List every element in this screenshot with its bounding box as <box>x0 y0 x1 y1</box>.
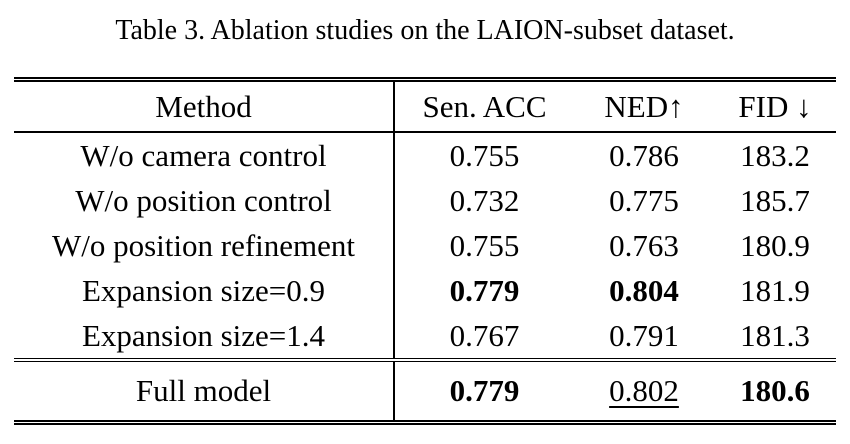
ablation-results-table: Method Sen. ACC NED↑ FID ↓ W/o camera co… <box>14 82 836 420</box>
method-cell: Full model <box>14 358 394 420</box>
table-footer: Full model 0.779 0.802 180.6 <box>14 358 836 420</box>
ablation-table: Method Sen. ACC NED↑ FID ↓ W/o camera co… <box>14 77 836 425</box>
ned-cell: 0.786 <box>609 137 679 173</box>
ned-cell: 0.804 <box>609 272 679 308</box>
full-model-row: Full model 0.779 0.802 180.6 <box>14 358 836 420</box>
table-row: Expansion size=1.4 0.767 0.791 181.3 <box>14 313 836 360</box>
fid-cell: 183.2 <box>740 137 810 173</box>
sen-acc-cell: 0.732 <box>393 178 574 223</box>
table-body: W/o camera control 0.755 0.786 183.2 W/o… <box>14 132 836 360</box>
col-header-sen-acc: Sen. ACC <box>393 82 574 133</box>
table-row: W/o camera control 0.755 0.786 183.2 <box>14 132 836 178</box>
col-header-method: Method <box>14 82 394 133</box>
table-top-rule <box>14 77 836 82</box>
ned-cell: 0.791 <box>609 317 679 353</box>
col-header-fid: FID ↓ <box>714 82 836 133</box>
table-header: Method Sen. ACC NED↑ FID ↓ <box>14 82 836 133</box>
method-cell: W/o camera control <box>80 137 327 173</box>
sen-acc-cell: 0.767 <box>393 313 574 360</box>
method-cell: Expansion size=1.4 <box>81 317 326 353</box>
fid-cell: 180.6 <box>714 358 836 420</box>
table-caption: Table 3. Ablation studies on the LAION-s… <box>115 15 735 46</box>
col-header-ned: NED↑ <box>574 82 714 133</box>
ned-cell: 0.775 <box>609 182 679 218</box>
method-cell: W/o position control <box>75 182 332 218</box>
sen-acc-cell: 0.779 <box>393 268 574 313</box>
fid-cell: 181.9 <box>740 272 810 308</box>
method-cell: W/o position refinement <box>51 227 356 263</box>
table-row: W/o position control 0.732 0.775 185.7 <box>14 178 836 223</box>
table-row: W/o position refinement 0.755 0.763 180.… <box>14 223 836 268</box>
sen-acc-cell: 0.755 <box>393 132 574 178</box>
method-cell: Expansion size=0.9 <box>81 272 326 308</box>
fid-cell: 185.7 <box>740 182 810 218</box>
fid-cell: 181.3 <box>740 317 810 353</box>
sen-acc-cell: 0.755 <box>393 223 574 268</box>
ned-cell: 0.763 <box>609 227 679 263</box>
ned-cell: 0.802 <box>574 358 714 420</box>
header-row: Method Sen. ACC NED↑ FID ↓ <box>14 82 836 133</box>
fid-cell: 180.9 <box>740 227 810 263</box>
table-row: Expansion size=0.9 0.779 0.804 181.9 <box>14 268 836 313</box>
table-bottom-rule <box>14 420 836 425</box>
sen-acc-cell: 0.779 <box>393 358 574 420</box>
